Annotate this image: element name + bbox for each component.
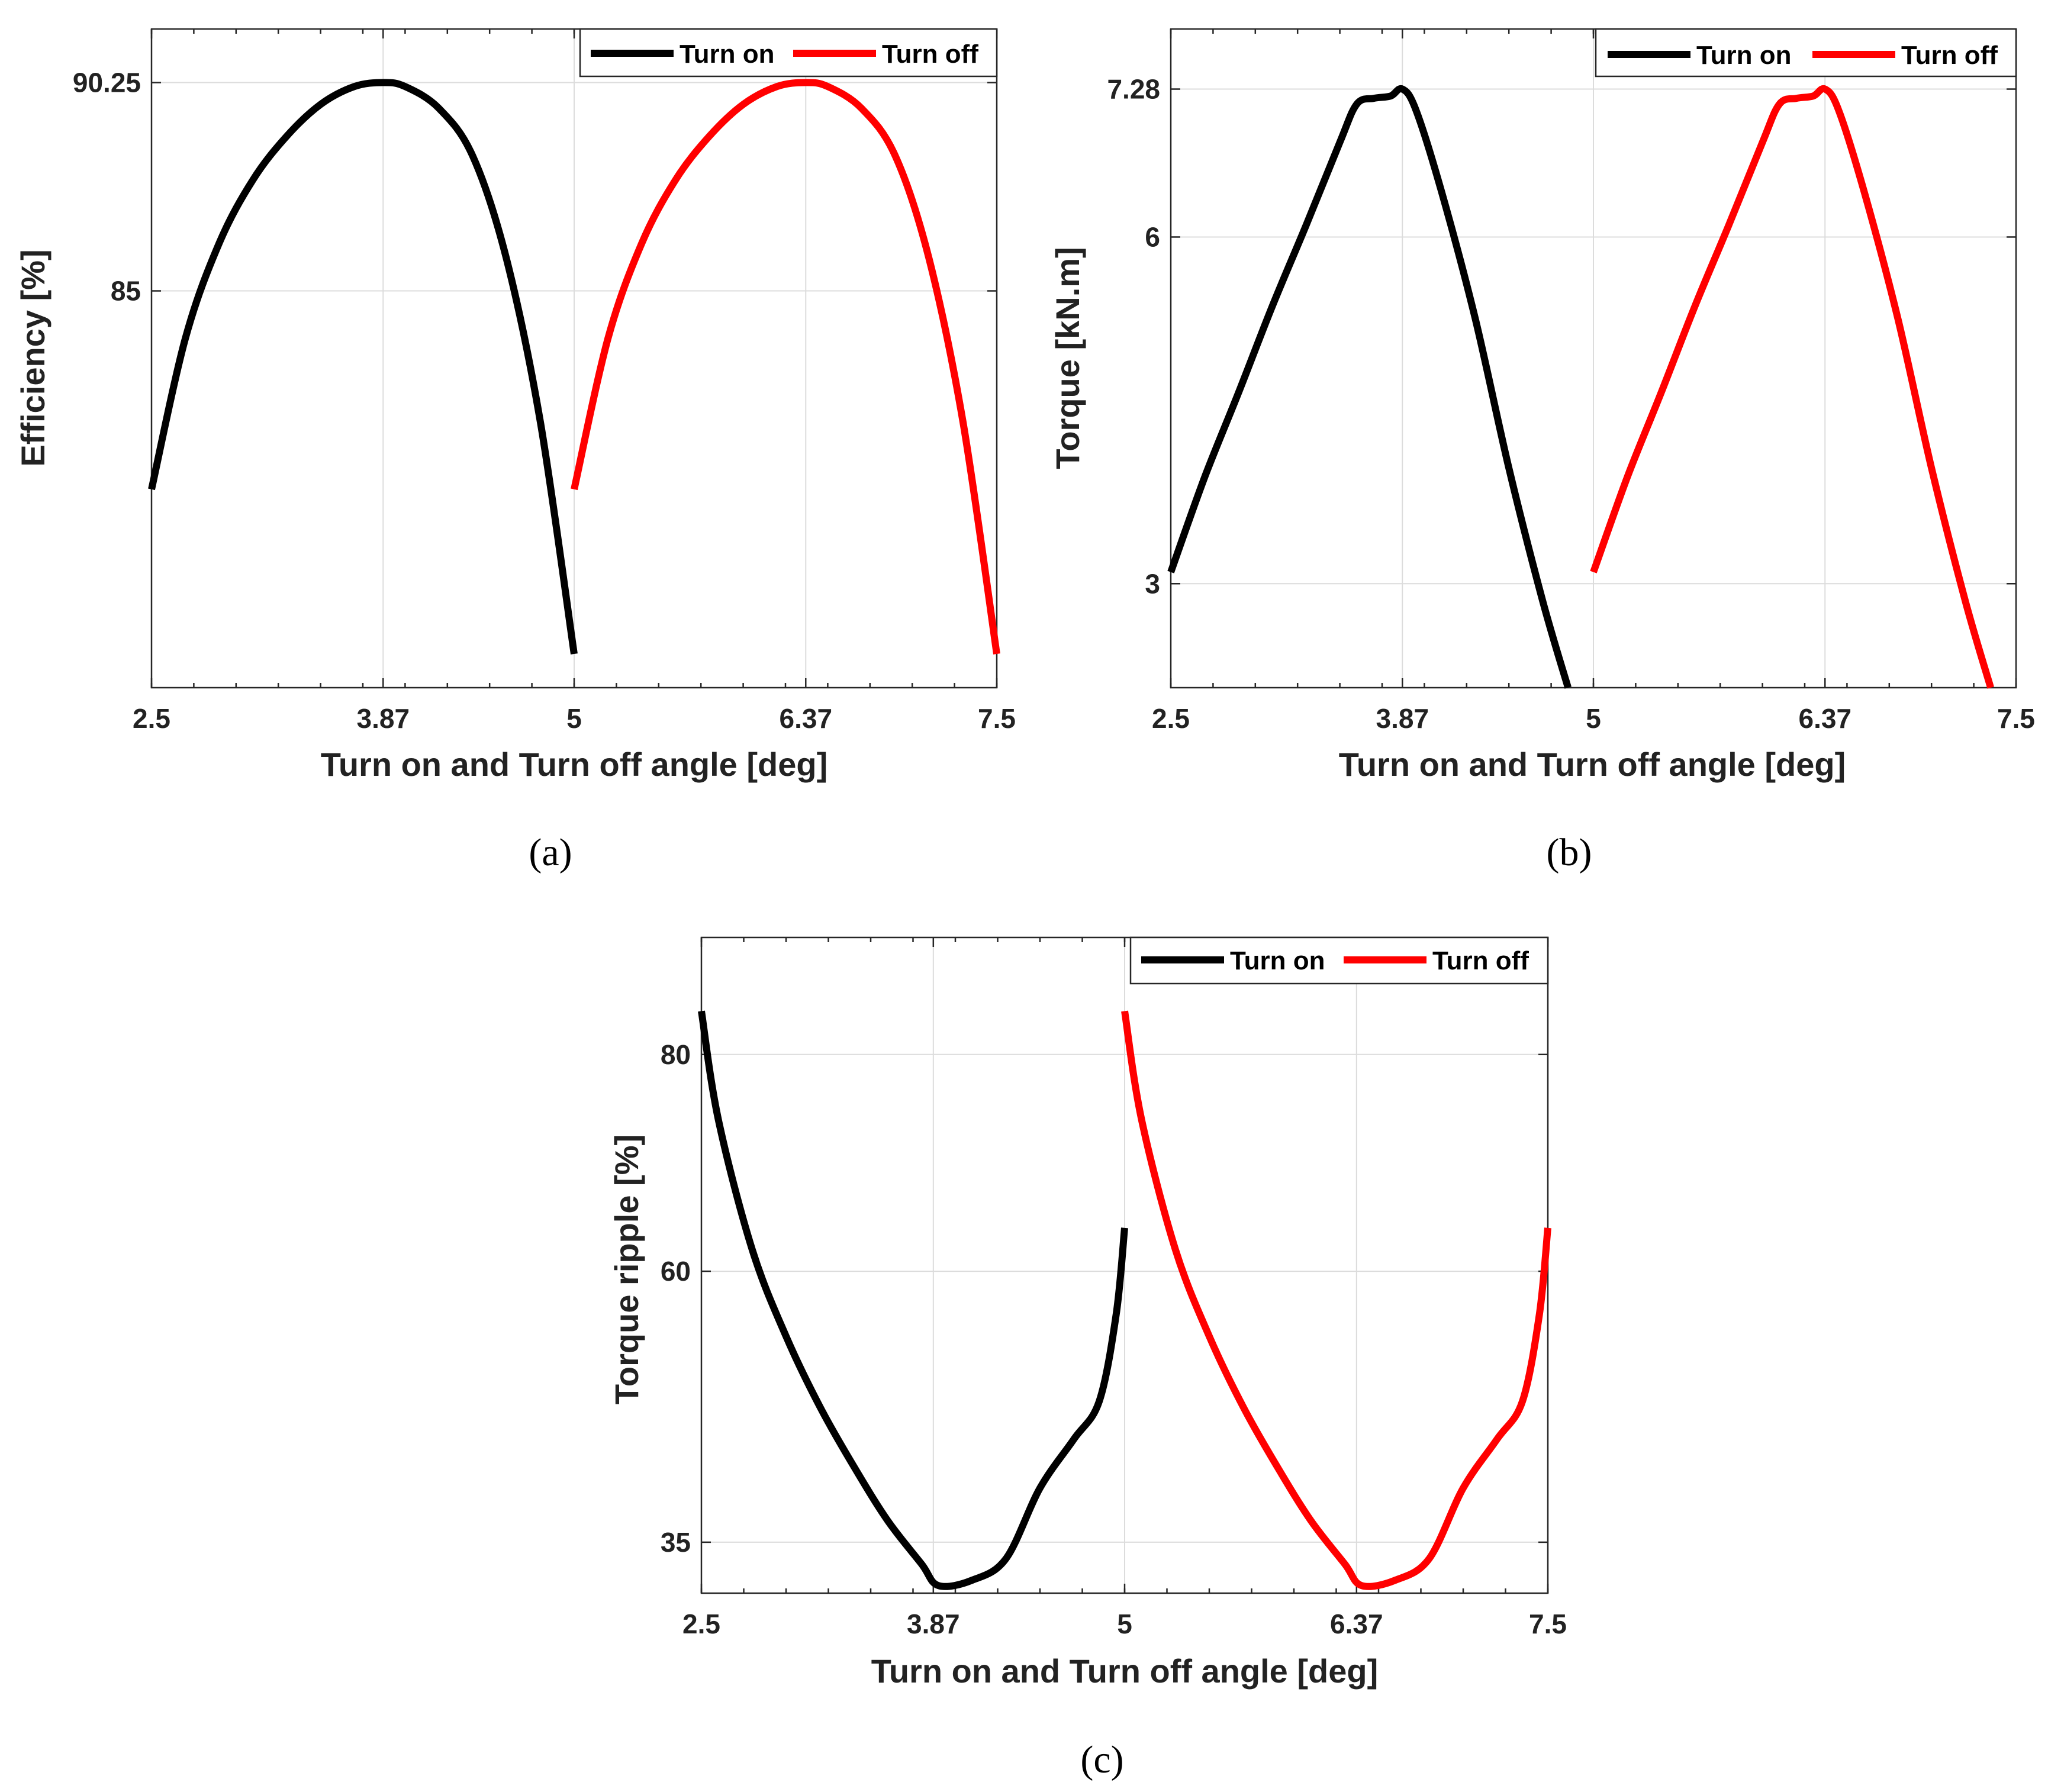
y-tick-label: 90.25 [73, 67, 141, 98]
x-tick-label: 3.87 [357, 703, 410, 734]
series-line-turn-off [571, 79, 1000, 655]
series-line-turn-off [1590, 85, 1994, 689]
legend-label-turn-on: Turn on [1230, 946, 1325, 975]
panel-a-efficiency: 2.5 3.87 5 6.37 7.5 85 90.25 Turn on and… [14, 28, 1016, 874]
series-lines [148, 79, 1000, 655]
x-tick-label: 7.5 [1529, 1609, 1567, 1639]
y-axis-title: Torque ripple [%] [608, 1134, 645, 1404]
y-tick-labels: 35 60 80 [661, 1039, 691, 1558]
panel-caption: (c) [1080, 1738, 1123, 1781]
axis-ticks [700, 937, 1549, 1593]
y-tick-label: 6 [1145, 221, 1160, 252]
series-line-turn-on [1167, 85, 1572, 689]
x-tick-labels: 2.5 3.87 5 6.37 7.5 [682, 1609, 1567, 1639]
y-tick-label: 7.28 [1107, 74, 1160, 105]
x-tick-label: 2.5 [682, 1609, 720, 1639]
y-tick-labels: 85 90.25 [73, 67, 141, 307]
y-axis-title: Efficiency [%] [14, 249, 51, 466]
y-axis-title: Torque [kN.m] [1049, 247, 1086, 469]
panel-caption: (b) [1547, 831, 1592, 874]
legend: Turn on Turn off [579, 28, 998, 78]
x-tick-label: 2.5 [133, 703, 170, 734]
x-tick-label: 3.87 [1376, 703, 1429, 734]
x-tick-label: 6.37 [780, 703, 833, 734]
panel-caption: (a) [529, 831, 572, 874]
y-tick-label: 35 [661, 1527, 691, 1558]
x-tick-label: 6.37 [1799, 703, 1852, 734]
legend-label-turn-off: Turn off [1432, 946, 1529, 975]
panel-b-torque: 2.5 3.87 5 6.37 7.5 3 6 7.28 Turn on and… [1049, 28, 2035, 874]
x-axis-title: Turn on and Turn off angle [deg] [321, 746, 827, 783]
x-tick-label: 7.5 [1997, 703, 2035, 734]
y-tick-label: 3 [1145, 568, 1160, 599]
series-line-turn-on [148, 79, 578, 655]
x-tick-label: 2.5 [1152, 703, 1190, 734]
series-line-turn-off [1121, 1010, 1551, 1590]
legend: Turn on Turn off [1595, 28, 2017, 78]
x-tick-labels: 2.5 3.87 5 6.37 7.5 [133, 703, 1016, 734]
x-tick-label: 5 [1117, 1609, 1132, 1639]
panel-c-torque-ripple: 2.5 3.87 5 6.37 7.5 35 60 80 Turn on and… [608, 936, 1567, 1781]
series-lines [698, 1010, 1551, 1590]
x-tick-label: 3.87 [907, 1609, 960, 1639]
grid [701, 937, 1548, 1593]
axis-ticks [150, 29, 998, 688]
y-tick-label: 80 [661, 1039, 691, 1070]
x-axis-title: Turn on and Turn off angle [deg] [1339, 746, 1846, 783]
legend-label-turn-on: Turn on [680, 40, 774, 69]
series-line-turn-on [698, 1010, 1128, 1590]
legend-label-turn-off: Turn off [1901, 41, 1998, 70]
legend: Turn on Turn off [1129, 936, 1549, 985]
y-tick-labels: 3 6 7.28 [1107, 74, 1160, 600]
grid [152, 29, 997, 688]
series-lines [1167, 85, 1994, 689]
legend-label-turn-off: Turn off [882, 40, 978, 69]
x-tick-label: 5 [566, 703, 582, 734]
y-tick-label: 60 [661, 1256, 691, 1287]
x-tick-label: 6.37 [1330, 1609, 1383, 1639]
x-tick-labels: 2.5 3.87 5 6.37 7.5 [1152, 703, 2035, 734]
x-axis-title: Turn on and Turn off angle [deg] [871, 1652, 1378, 1690]
x-tick-label: 5 [1586, 703, 1601, 734]
x-tick-label: 7.5 [978, 703, 1016, 734]
y-tick-label: 85 [111, 276, 141, 307]
legend-label-turn-on: Turn on [1696, 41, 1791, 70]
